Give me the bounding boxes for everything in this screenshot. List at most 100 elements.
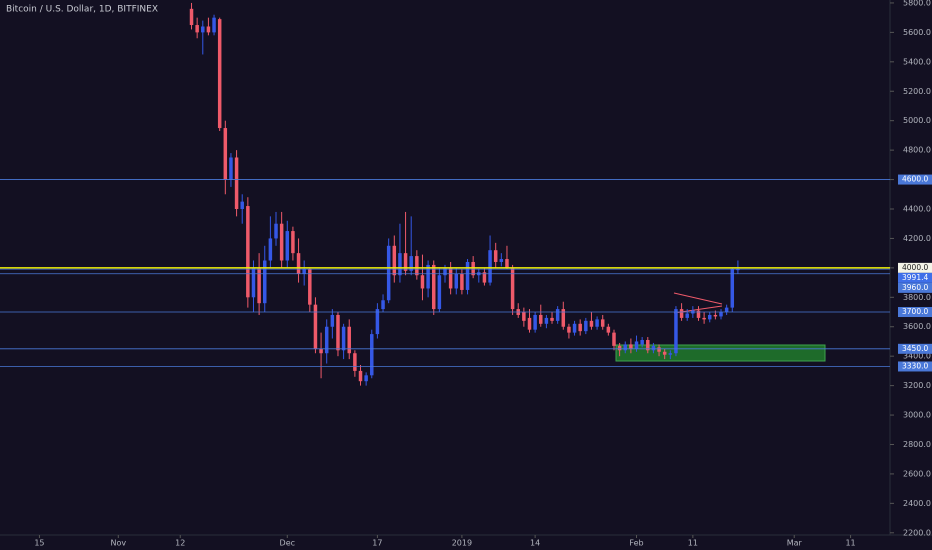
candle-body — [482, 272, 487, 283]
candle-body — [623, 344, 627, 351]
price-tag — [898, 272, 932, 283]
candle-body — [189, 8, 194, 26]
x-tick-label: 14 — [530, 539, 540, 548]
candle-body — [662, 351, 667, 355]
candle-body — [251, 267, 256, 298]
y-tick-label: 4800.0 — [903, 146, 931, 155]
price-tag-label: 3450.0 — [902, 344, 928, 353]
candle-body — [263, 260, 267, 304]
candle-body — [431, 264, 436, 310]
candle-body — [651, 345, 656, 351]
candle-body — [426, 264, 430, 289]
candle-body — [415, 256, 419, 276]
price-tag-label: 3330.0 — [902, 361, 928, 370]
candle-body — [612, 332, 616, 346]
candle-body — [550, 317, 554, 321]
candle-body — [488, 250, 492, 283]
candle-body — [336, 314, 340, 351]
candle-body — [386, 245, 391, 301]
x-tick-label: 17 — [372, 539, 382, 548]
candle-body — [308, 269, 312, 305]
candle-body — [392, 245, 397, 276]
candle-body — [212, 17, 216, 33]
candle-body — [246, 206, 250, 298]
candle-body — [584, 320, 588, 332]
x-tick-label: 12 — [175, 539, 185, 548]
y-tick-label: 3000.0 — [903, 411, 931, 420]
y-tick-label: 3200.0 — [903, 381, 931, 390]
candle-body — [274, 223, 278, 239]
candle-body — [234, 157, 239, 209]
y-tick-label: 4400.0 — [903, 204, 931, 213]
candle-body — [223, 128, 228, 180]
candle-body — [629, 344, 633, 349]
price-tag — [898, 361, 932, 372]
candle-body — [195, 25, 199, 33]
candle-body — [347, 326, 351, 354]
candle-body — [533, 314, 537, 330]
x-tick-label: 11 — [845, 539, 855, 548]
price-tag-label: 4600.0 — [902, 175, 928, 184]
candle-body — [555, 309, 560, 321]
candle-body — [505, 259, 509, 268]
candle-body — [606, 326, 611, 333]
candle-body — [358, 370, 363, 382]
y-tick-label: 5200.0 — [903, 87, 931, 96]
x-tick-label: 2019 — [452, 539, 472, 548]
y-tick-label: 2600.0 — [903, 469, 931, 478]
candle-body — [640, 339, 644, 345]
x-tick-label: 15 — [34, 539, 44, 548]
candle-body — [330, 314, 335, 327]
y-tick-label: 5800.0 — [903, 0, 931, 7]
candle-body — [454, 273, 459, 289]
candle-body — [600, 319, 605, 327]
candle-body — [229, 157, 233, 180]
candle-body — [268, 238, 273, 261]
candle-body — [381, 300, 385, 310]
candle-body — [510, 267, 515, 310]
y-tick-label: 3600.0 — [903, 322, 931, 331]
price-tag — [898, 307, 932, 318]
candle-body — [370, 334, 374, 376]
price-tag-label: 3700.0 — [902, 307, 928, 316]
candle-body — [674, 309, 678, 354]
candle-body — [403, 253, 408, 271]
candle-body — [668, 353, 673, 355]
candle-body — [460, 273, 464, 290]
candle-body — [679, 309, 684, 318]
candle-body — [702, 317, 706, 320]
x-tick-label: Dec — [280, 539, 295, 548]
trend-line — [673, 292, 723, 305]
candle-body — [539, 314, 543, 324]
y-tick-label: 5000.0 — [903, 116, 931, 125]
candle-body — [302, 269, 306, 274]
candle-body — [646, 339, 650, 351]
candle-body — [257, 267, 261, 304]
y-tick-label: 3400.0 — [903, 352, 931, 361]
candle-body — [443, 267, 447, 276]
y-tick-label: 2400.0 — [903, 499, 931, 508]
candle-body — [713, 314, 718, 317]
candle-body — [708, 314, 712, 320]
candle-body — [527, 317, 532, 330]
candle-body — [448, 267, 453, 289]
candle-body — [313, 304, 318, 349]
x-tick-label: Nov — [110, 539, 126, 548]
candle-body — [420, 275, 425, 289]
candle-body — [493, 250, 498, 262]
candle-body — [657, 347, 661, 352]
candle-body — [499, 259, 504, 262]
y-tick-label: 5400.0 — [903, 57, 931, 66]
price-tag — [898, 343, 932, 354]
candle-body — [617, 345, 622, 351]
candle-body — [296, 253, 301, 274]
price-tag-label: 3991.4 — [902, 273, 928, 282]
candle-body — [437, 275, 442, 310]
candle-body — [279, 223, 284, 261]
candle-body — [285, 231, 290, 261]
price-tag-label: 4000.0 — [902, 263, 928, 272]
candle-body — [217, 19, 222, 129]
candle-body — [578, 323, 582, 332]
candle-body — [201, 26, 205, 33]
